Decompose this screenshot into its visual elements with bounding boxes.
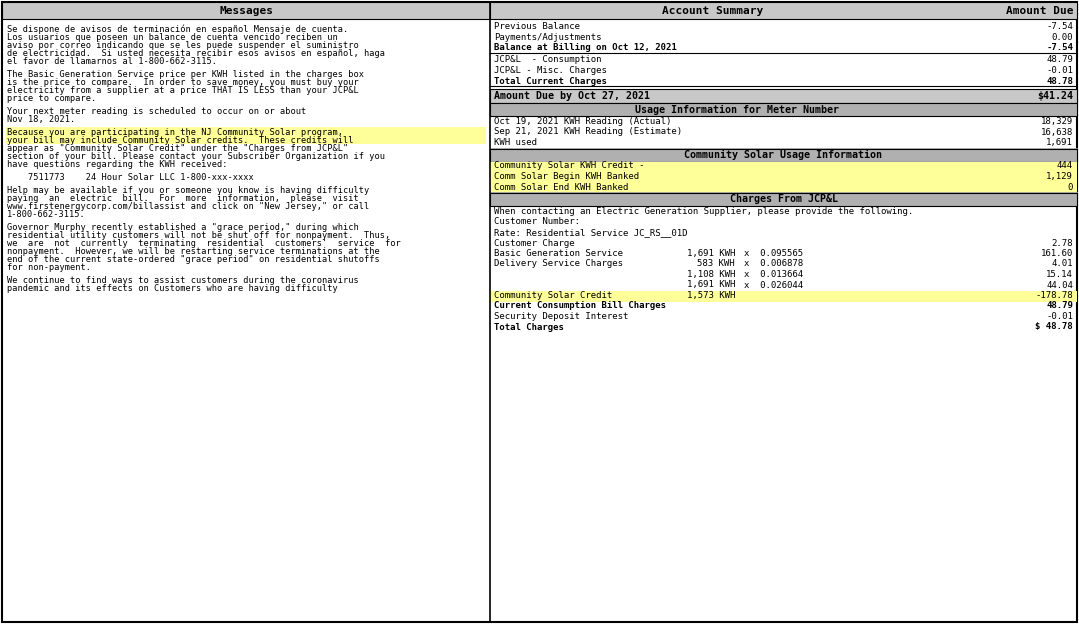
- Text: 0.00: 0.00: [1052, 32, 1073, 42]
- Text: 583 KWH: 583 KWH: [697, 260, 735, 268]
- Text: 1,573 KWH: 1,573 KWH: [686, 291, 735, 300]
- Text: Total Current Charges: Total Current Charges: [494, 77, 606, 85]
- Text: Community Solar Usage Information: Community Solar Usage Information: [684, 150, 883, 160]
- Text: Previous Balance: Previous Balance: [494, 22, 581, 31]
- Bar: [490, 149, 1077, 162]
- Text: 1,691: 1,691: [1047, 138, 1073, 147]
- Text: Community Solar Credit: Community Solar Credit: [494, 291, 612, 300]
- Text: www.firstenergycorp.com/billassist and click on "New Jersey," or call: www.firstenergycorp.com/billassist and c…: [6, 202, 369, 211]
- Text: Se dispone de avisos de terminación en español Mensaje de cuenta.: Se dispone de avisos de terminación en e…: [6, 25, 349, 34]
- Text: Amount Due by Oct 27, 2021: Amount Due by Oct 27, 2021: [494, 91, 650, 101]
- Text: 4.01: 4.01: [1052, 260, 1073, 268]
- Text: KWH used: KWH used: [494, 138, 537, 147]
- Text: 48.78: 48.78: [1047, 77, 1073, 85]
- Text: 48.79: 48.79: [1047, 301, 1073, 311]
- Text: de electricidad.  Si usted necesita recibir esos avisos en español, haga: de electricidad. Si usted necesita recib…: [6, 49, 385, 58]
- Text: price to compare.: price to compare.: [6, 94, 96, 103]
- Text: Customer Number:: Customer Number:: [494, 218, 581, 227]
- Text: 444: 444: [1056, 162, 1073, 170]
- Text: 1,691 KWH: 1,691 KWH: [686, 249, 735, 258]
- Text: JCP&L  - Consumption: JCP&L - Consumption: [494, 56, 601, 64]
- Text: have questions regarding the KWH received:: have questions regarding the KWH receive…: [6, 160, 228, 169]
- Text: el favor de llamarnos al 1-800-662-3115.: el favor de llamarnos al 1-800-662-3115.: [6, 57, 217, 66]
- Text: Los usuarios que poseen un balance de cuenta vencido reciben un: Los usuarios que poseen un balance de cu…: [6, 33, 338, 42]
- Bar: [2, 2, 490, 19]
- Text: is the price to compare.  In order to save money, you must buy your: is the price to compare. In order to sav…: [6, 78, 358, 87]
- Bar: [490, 291, 1077, 301]
- Text: aviso por correo indicando que se les puede suspender el suministro: aviso por correo indicando que se les pu…: [6, 41, 358, 50]
- Text: Help may be available if you or someone you know is having difficulty: Help may be available if you or someone …: [6, 186, 369, 195]
- Text: Usage Information for Meter Number: Usage Information for Meter Number: [634, 104, 838, 115]
- Text: Customer Charge: Customer Charge: [494, 238, 575, 248]
- Text: Community Solar KWH Credit -: Community Solar KWH Credit -: [494, 162, 644, 170]
- Text: 44.04: 44.04: [1047, 281, 1073, 290]
- Text: Charges From JCP&L: Charges From JCP&L: [729, 195, 837, 205]
- Bar: [490, 89, 1077, 103]
- Text: appear as "Community Solar Credit" under the "Charges from JCP&L": appear as "Community Solar Credit" under…: [6, 144, 349, 153]
- Text: We continue to find ways to assist customers during the coronavirus: We continue to find ways to assist custo…: [6, 276, 358, 285]
- Text: x  0.026044: x 0.026044: [745, 281, 803, 290]
- Text: Messages: Messages: [219, 6, 273, 16]
- Text: Amount Due: Amount Due: [1006, 6, 1073, 16]
- Text: Oct 19, 2021 KWH Reading (Actual): Oct 19, 2021 KWH Reading (Actual): [494, 117, 671, 126]
- Text: 48.79: 48.79: [1047, 56, 1073, 64]
- Text: 161.60: 161.60: [1041, 249, 1073, 258]
- Text: -7.54: -7.54: [1047, 43, 1073, 52]
- Text: Basic Generation Service: Basic Generation Service: [494, 249, 623, 258]
- Text: your bill may include Community Solar credits.  These credits will: your bill may include Community Solar cr…: [6, 136, 354, 145]
- Bar: [490, 162, 1077, 195]
- Text: Payments/Adjustments: Payments/Adjustments: [494, 32, 601, 42]
- Text: Account Summary: Account Summary: [663, 6, 764, 16]
- Text: x  0.013664: x 0.013664: [745, 270, 803, 279]
- Text: pandemic and its effects on Customers who are having difficulty: pandemic and its effects on Customers wh…: [6, 284, 338, 293]
- Text: Governor Murphy recently established a "grace period," during which: Governor Murphy recently established a "…: [6, 223, 358, 232]
- Text: Security Deposit Interest: Security Deposit Interest: [494, 312, 628, 321]
- Text: 2.78: 2.78: [1052, 238, 1073, 248]
- Text: Your next meter reading is scheduled to occur on or about: Your next meter reading is scheduled to …: [6, 107, 306, 116]
- Text: 15.14: 15.14: [1047, 270, 1073, 279]
- Text: -7.54: -7.54: [1047, 22, 1073, 31]
- Text: Balance at Billing on Oct 12, 2021: Balance at Billing on Oct 12, 2021: [494, 43, 677, 52]
- Text: Rate: Residential Service JC_RS__01D: Rate: Residential Service JC_RS__01D: [494, 228, 687, 237]
- Text: x  0.006878: x 0.006878: [745, 260, 803, 268]
- Text: Comm Solar Begin KWH Banked: Comm Solar Begin KWH Banked: [494, 172, 639, 181]
- Text: -0.01: -0.01: [1047, 312, 1073, 321]
- Text: residential utility customers will not be shut off for nonpayment.  Thus,: residential utility customers will not b…: [6, 231, 391, 240]
- Text: -178.78: -178.78: [1036, 291, 1073, 300]
- Text: end of the current state-ordered "grace period" on residential shutoffs: end of the current state-ordered "grace …: [6, 255, 380, 264]
- Text: paying  an  electric  bill.  For  more  information,  please  visit: paying an electric bill. For more inform…: [6, 194, 358, 203]
- Bar: [6, 127, 486, 144]
- Text: for non-payment.: for non-payment.: [6, 263, 91, 272]
- Text: electricity from a supplier at a price THAT IS LESS than your JCP&L: electricity from a supplier at a price T…: [6, 86, 358, 95]
- Text: $41.24: $41.24: [1037, 91, 1073, 101]
- Text: Nov 18, 2021.: Nov 18, 2021.: [6, 115, 76, 124]
- Text: 18,329: 18,329: [1041, 117, 1073, 126]
- Text: The Basic Generation Service price per KWH listed in the charges box: The Basic Generation Service price per K…: [6, 70, 364, 79]
- Text: Sep 21, 2021 KWH Reading (Estimate): Sep 21, 2021 KWH Reading (Estimate): [494, 127, 682, 137]
- Text: 7511773    24 Hour Solar LLC 1-800-xxx-xxxx: 7511773 24 Hour Solar LLC 1-800-xxx-xxxx: [6, 173, 254, 182]
- Text: 16,638: 16,638: [1041, 127, 1073, 137]
- Text: we  are  not  currently  terminating  residential  customers'  service  for: we are not currently terminating residen…: [6, 239, 400, 248]
- Text: x  0.095565: x 0.095565: [745, 249, 803, 258]
- Bar: [490, 2, 1077, 19]
- Text: 0: 0: [1067, 182, 1073, 192]
- Text: JCP&L - Misc. Charges: JCP&L - Misc. Charges: [494, 66, 606, 75]
- Text: section of your bill. Please contact your Subscriber Organization if you: section of your bill. Please contact you…: [6, 152, 385, 161]
- Text: Comm Solar End KWH Banked: Comm Solar End KWH Banked: [494, 182, 628, 192]
- Text: $ 48.78: $ 48.78: [1036, 323, 1073, 331]
- Bar: [490, 193, 1077, 206]
- Text: nonpayment.  However, we will be restarting service terminations at the: nonpayment. However, we will be restarti…: [6, 247, 380, 256]
- Text: 1-800-662-3115.: 1-800-662-3115.: [6, 210, 85, 219]
- Text: 1,691 KWH: 1,691 KWH: [686, 281, 735, 290]
- Text: 1,108 KWH: 1,108 KWH: [686, 270, 735, 279]
- Text: Because you are participating in the NJ Community Solar program,: Because you are participating in the NJ …: [6, 128, 343, 137]
- Text: Total Charges: Total Charges: [494, 323, 564, 331]
- Text: 1,129: 1,129: [1047, 172, 1073, 181]
- Text: Delivery Service Charges: Delivery Service Charges: [494, 260, 623, 268]
- Bar: [490, 103, 1077, 116]
- Text: When contacting an Electric Generation Supplier, please provide the following.: When contacting an Electric Generation S…: [494, 207, 913, 216]
- Text: Current Consumption Bill Charges: Current Consumption Bill Charges: [494, 301, 666, 311]
- Text: -0.01: -0.01: [1047, 66, 1073, 75]
